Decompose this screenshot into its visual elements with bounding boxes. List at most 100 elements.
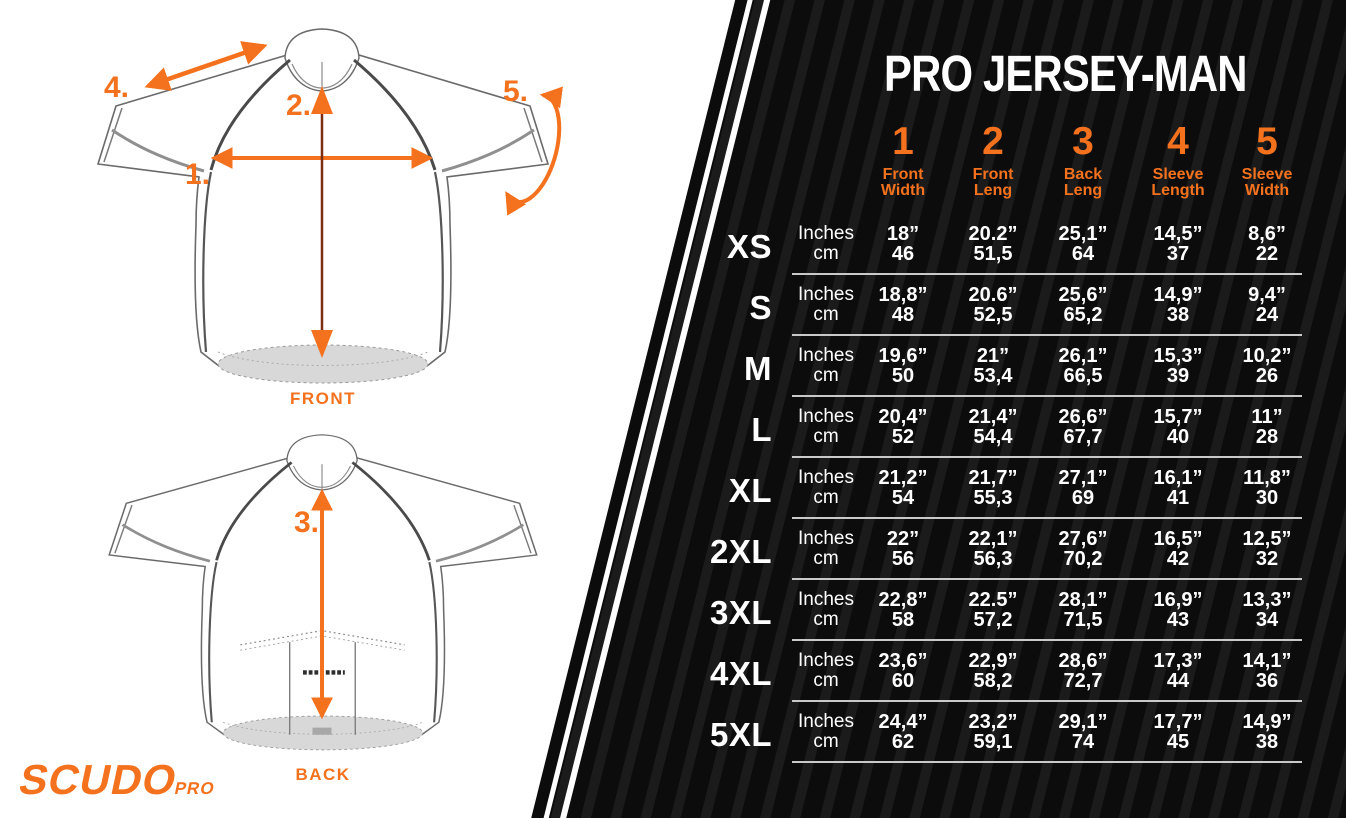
value-cm-col1: 58	[891, 609, 915, 631]
value-cm-col2: 56,3	[973, 548, 1013, 570]
size-row-4XL: 4XL Inches cm 23,6” 22,9” 28,6” 17,3” 14,1” 60 58…	[680, 649, 1320, 710]
value-cm-col5: 34	[1255, 609, 1279, 631]
unit-label-inches: Inches	[798, 589, 854, 610]
value-inches-col2: 23,2”	[968, 711, 1018, 733]
value-cm-col1: 50	[891, 365, 915, 387]
value-inches-col3: 27,1”	[1058, 467, 1108, 489]
unit-label-inches: Inches	[798, 223, 854, 244]
value-cm-col4: 38	[1166, 304, 1190, 326]
value-inches-col5: 11”	[1251, 406, 1283, 428]
value-cm-col3: 70,2	[1063, 548, 1103, 570]
column-label-line2: Length	[1151, 182, 1205, 199]
value-cm-col2: 53,4	[973, 365, 1013, 387]
size-row-XL: XL Inches cm 21,2” 21,7” 27,1” 16,1” 11,8” 54 55,…	[680, 466, 1320, 527]
value-cm-col5: 26	[1255, 365, 1279, 387]
value-inches-col2: 22,9”	[968, 650, 1018, 672]
unit-label-inches: Inches	[798, 406, 854, 427]
brand-logo: SCUDOPRO	[15, 756, 222, 804]
front-view-label: FRONT	[290, 389, 356, 408]
column-label-3: Back Leng	[1033, 167, 1133, 199]
size-label: S	[749, 289, 772, 326]
value-cm-col3: 74	[1071, 731, 1095, 753]
value-inches-col5: 13,3”	[1242, 589, 1292, 611]
column-label-line1: Front	[882, 166, 924, 183]
size-label: 2XL	[709, 533, 772, 570]
marker-label-5: 5.	[503, 75, 528, 108]
value-inches-col3: 26,1”	[1058, 345, 1108, 367]
value-inches-col4: 16,1”	[1153, 467, 1203, 489]
value-cm-col5: 36	[1255, 670, 1279, 692]
unit-label-cm: cm	[813, 243, 839, 264]
table-header: 1 Front Width 2 Front Leng 3 Back Leng 4 Sleeve Len…	[680, 0, 1320, 220]
brand-suffix: PRO	[172, 779, 217, 798]
arrow-front-length-head-bottom	[311, 330, 333, 358]
size-row-S: S Inches cm 18,8” 20.6” 25,6” 14,9” 9,4” 48 52,5 6…	[680, 283, 1320, 344]
size-label: 5XL	[709, 716, 772, 753]
size-label: XS	[726, 228, 772, 265]
value-inches-col4: 14,9”	[1153, 284, 1203, 306]
row-separator	[792, 761, 1302, 763]
value-cm-col2: 58,2	[973, 670, 1013, 692]
size-row-5XL: 5XL Inches cm 24,4” 23,2” 29,1” 17,7” 14,9” 62 59…	[680, 710, 1320, 771]
column-label-4: Sleeve Length	[1128, 167, 1228, 199]
value-cm-col4: 43	[1166, 609, 1190, 631]
page-title: PRO JERSEY-MAN	[884, 45, 1247, 102]
value-inches-col4: 16,5”	[1153, 528, 1203, 550]
value-inches-col1: 20,4”	[878, 406, 928, 428]
value-inches-col1: 21,2”	[878, 467, 928, 489]
value-inches-col5: 10,2”	[1242, 345, 1292, 367]
column-label-2: Front Leng	[943, 167, 1043, 199]
unit-label-cm: cm	[813, 548, 839, 569]
value-cm-col4: 45	[1166, 731, 1190, 753]
unit-label-cm: cm	[813, 670, 839, 691]
value-cm-col1: 52	[891, 426, 915, 448]
value-cm-col3: 67,7	[1063, 426, 1103, 448]
row-separator	[792, 456, 1302, 458]
value-inches-col4: 17,3”	[1153, 650, 1203, 672]
column-label-line2: Leng	[1063, 182, 1103, 199]
value-cm-col5: 38	[1255, 731, 1279, 753]
column-label-line1: Sleeve	[1241, 166, 1293, 183]
value-inches-col5: 12,5”	[1242, 528, 1292, 550]
value-cm-col1: 60	[891, 670, 915, 692]
column-number-2: 2	[982, 120, 1004, 163]
value-cm-col2: 52,5	[973, 304, 1013, 326]
value-cm-col1: 54	[891, 487, 915, 509]
value-cm-col3: 64	[1071, 243, 1095, 265]
row-separator	[792, 517, 1302, 519]
value-cm-col4: 40	[1166, 426, 1190, 448]
value-inches-col4: 15,7”	[1153, 406, 1203, 428]
column-number-1: 1	[892, 120, 914, 163]
size-row-3XL: 3XL Inches cm 22,8” 22.5” 28,1” 16,9” 13,3” 58 57…	[680, 588, 1320, 649]
value-inches-col5: 14,1”	[1242, 650, 1292, 672]
value-inches-col5: 14,9”	[1242, 711, 1292, 733]
value-cm-col4: 42	[1166, 548, 1190, 570]
value-cm-col5: 32	[1255, 548, 1279, 570]
size-label: M	[744, 350, 772, 387]
unit-label-inches: Inches	[798, 345, 854, 366]
unit-label-inches: Inches	[798, 467, 854, 488]
value-inches-col2: 21,4”	[968, 406, 1018, 428]
value-inches-col2: 20.2”	[968, 223, 1018, 245]
unit-label-inches: Inches	[798, 711, 854, 732]
unit-label-inches: Inches	[798, 284, 854, 305]
value-inches-col4: 16,9”	[1153, 589, 1203, 611]
size-label: 3XL	[709, 594, 772, 631]
value-cm-col3: 65,2	[1063, 304, 1103, 326]
marker-label-1: 1.	[185, 158, 210, 191]
size-label: 4XL	[709, 655, 772, 692]
back-view-label: BACK	[295, 765, 350, 784]
value-inches-col3: 25,1”	[1058, 223, 1108, 245]
jersey-back-view: 3. BACK	[107, 433, 539, 784]
value-inches-col1: 24,4”	[878, 711, 928, 733]
column-number-4: 4	[1167, 120, 1189, 163]
jersey-measurement-diagram: 4. 2. 5. 1. FRONT 3. BACK	[96, 27, 563, 784]
value-inches-col1: 22”	[886, 528, 920, 550]
size-row-L: L Inches cm 20,4” 21,4” 26,6” 15,7” 11” 52 54,4 67…	[680, 405, 1320, 466]
value-inches-col1: 19,6”	[878, 345, 928, 367]
value-cm-col4: 39	[1166, 365, 1190, 387]
value-cm-col4: 41	[1166, 487, 1190, 509]
value-cm-col3: 72,7	[1063, 670, 1103, 692]
value-cm-col3: 66,5	[1063, 365, 1103, 387]
